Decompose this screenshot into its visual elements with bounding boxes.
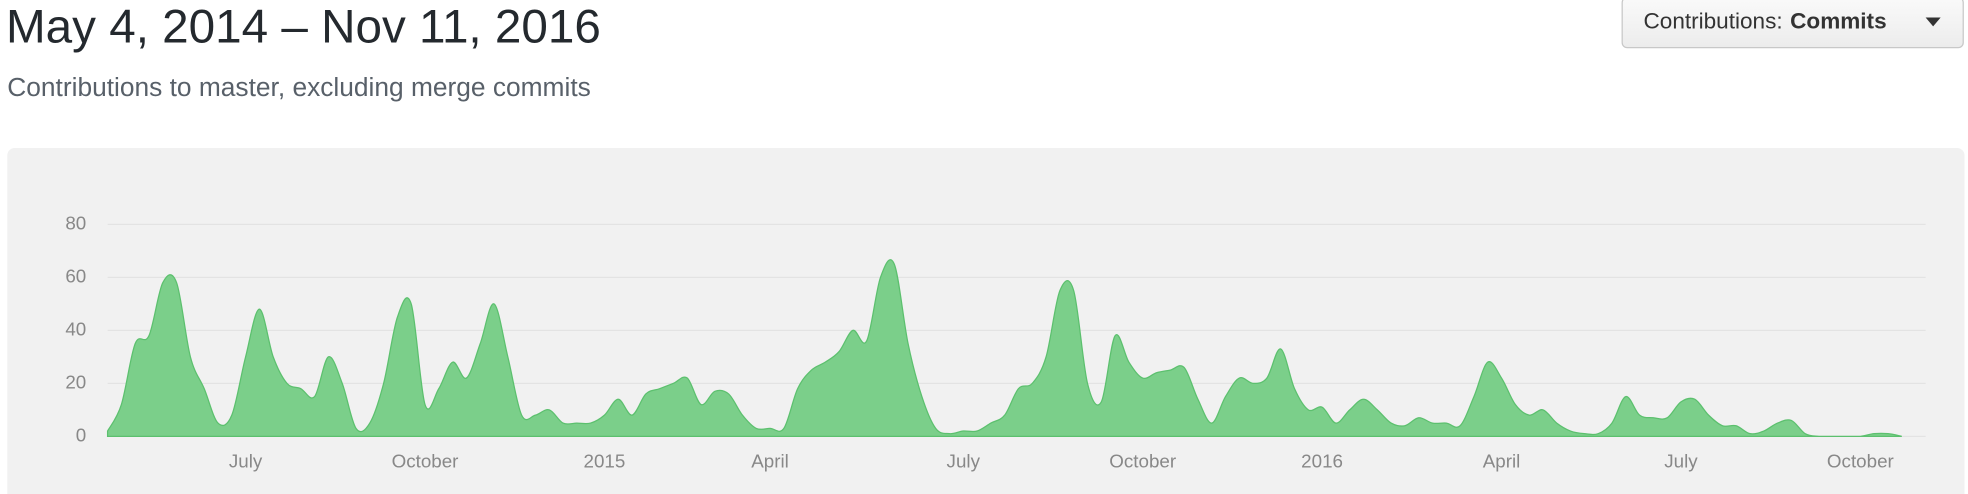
- area: [106, 259, 1902, 437]
- y-tick-label: 0: [76, 424, 86, 445]
- dropdown-caret[interactable]: [1925, 17, 1941, 27]
- button-text[interactable]: Contributions: Commits: [1644, 9, 1887, 34]
- plot: 0 20 40 60 80 July October 2015 April July October…: [65, 212, 1926, 472]
- y-tick-label: 40: [65, 318, 86, 339]
- x-tick-label: 2016: [1301, 451, 1343, 472]
- x-tick-label: April: [751, 451, 789, 472]
- x-tick-label: July: [1664, 451, 1698, 472]
- x-tick-label: October: [1827, 451, 1894, 472]
- x-tick-label: July: [229, 451, 263, 472]
- button-frame[interactable]: [1621, 0, 1964, 49]
- button-label[interactable]: Contributions:: [1644, 9, 1783, 34]
- subtitle: Contributions to master, excluding merge…: [7, 72, 591, 102]
- x-tick-label: July: [947, 451, 981, 472]
- y-tick-label: 80: [65, 212, 86, 233]
- y-tick-label: 20: [65, 371, 86, 392]
- contributions-button[interactable]: Contributions: Commits: [1621, 0, 1964, 49]
- title: May 4, 2014 – Nov 11, 2016: [6, 1, 601, 54]
- x-tick-label: April: [1483, 451, 1521, 472]
- x-tick-label: October: [392, 451, 459, 472]
- chart-panel: [7, 147, 1965, 494]
- x-tick-label: 2015: [584, 451, 626, 472]
- button-value[interactable]: Commits: [1790, 9, 1886, 34]
- y-tick-label: 60: [65, 265, 86, 286]
- x-tick-label: October: [1109, 451, 1176, 472]
